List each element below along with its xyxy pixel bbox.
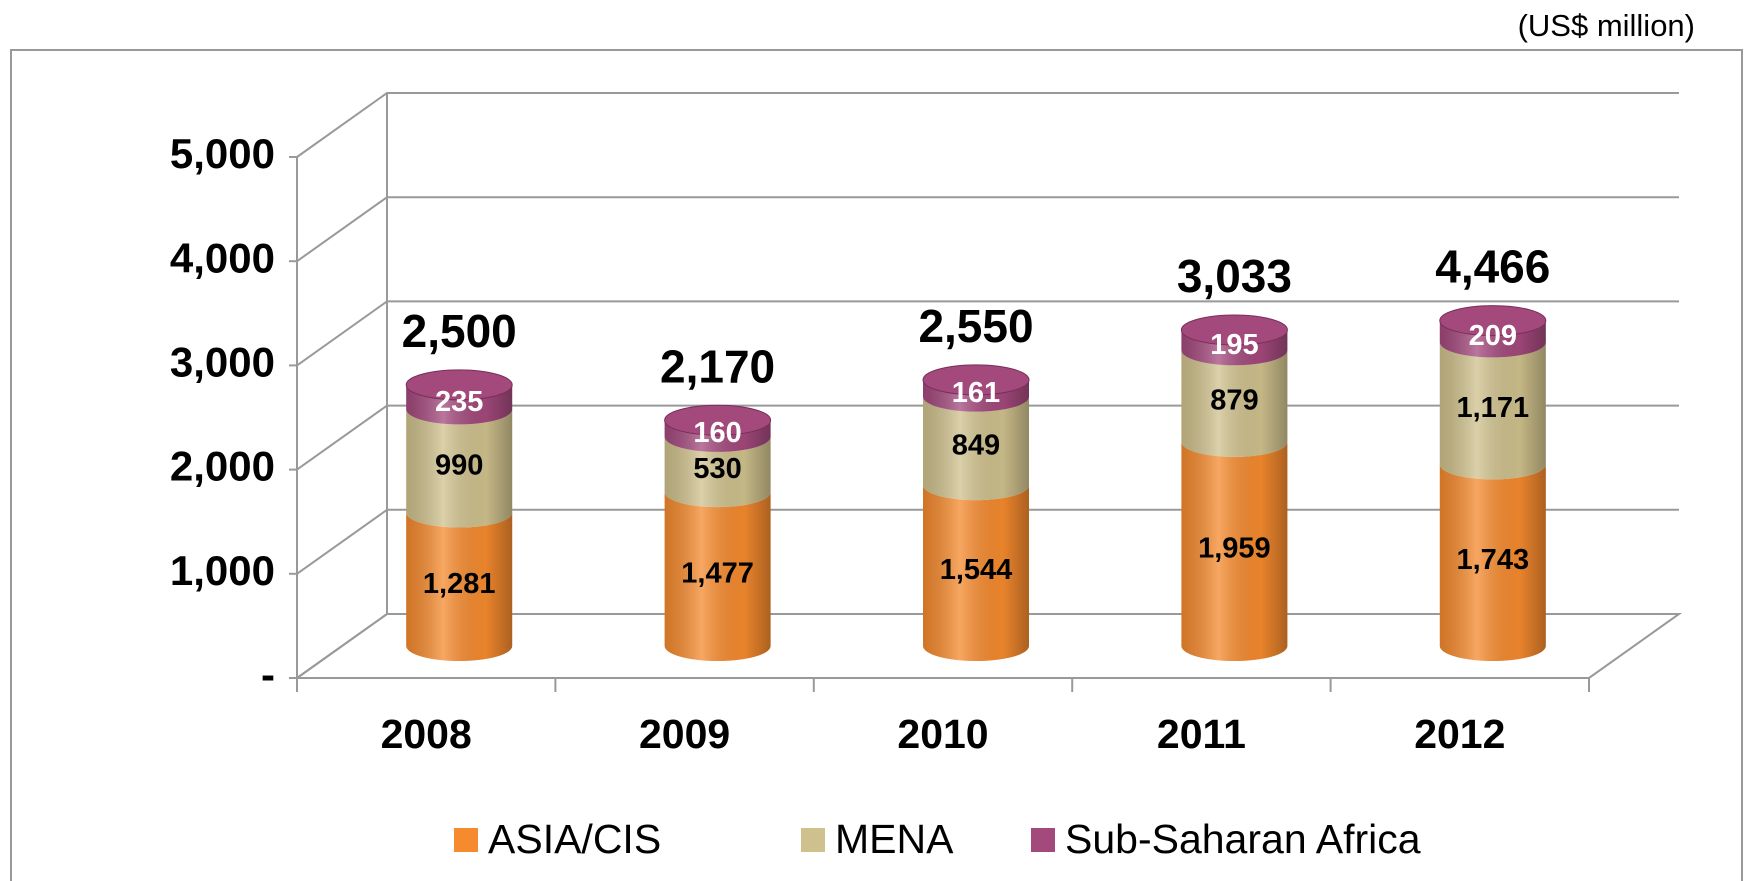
bar-shading <box>1439 464 1546 662</box>
total-label: 2,500 <box>402 305 517 357</box>
bar-shading <box>923 396 1029 501</box>
data-label: 160 <box>693 417 741 449</box>
bar-shading <box>923 379 1029 412</box>
bar-shading <box>406 409 513 528</box>
data-label: 990 <box>435 450 483 482</box>
unit-label: (US$ million) <box>1518 8 1695 43</box>
y-tick-label: 2,000 <box>170 443 275 490</box>
x-tick-label: 2009 <box>639 711 730 757</box>
bar-shading <box>664 420 771 452</box>
x-tick-label: 2012 <box>1414 711 1505 757</box>
y-tick-label: 5,000 <box>170 130 275 177</box>
data-label: 161 <box>952 377 1000 409</box>
data-label: 1,959 <box>1198 533 1271 565</box>
data-label: 195 <box>1210 329 1258 361</box>
data-label: 879 <box>1210 385 1258 417</box>
grid-line <box>296 300 1679 367</box>
bar-shading <box>1439 320 1546 358</box>
bar-shading <box>923 485 1029 661</box>
x-tick-label: 2011 <box>1157 711 1246 757</box>
grid-line <box>296 92 1679 158</box>
bar-cap <box>922 364 1030 396</box>
legend-label: MENA <box>835 816 954 862</box>
x-tick-label: 2010 <box>897 711 988 757</box>
y-tick-label: 4,000 <box>170 234 275 281</box>
data-label: 849 <box>952 430 1000 462</box>
legend-swatch <box>1031 828 1055 852</box>
bar-cap <box>1439 305 1547 337</box>
bar-shading <box>664 492 771 662</box>
bar-shading <box>1181 350 1288 457</box>
bar-shading <box>1181 329 1288 366</box>
grid-line <box>296 196 1679 263</box>
bar-shading <box>664 436 771 508</box>
data-label: 1,544 <box>940 554 1013 586</box>
data-label: 1,477 <box>681 558 754 590</box>
legend-label: ASIA/CIS <box>488 816 661 862</box>
data-label: 530 <box>693 453 741 485</box>
x-tick-label: 2008 <box>381 711 472 757</box>
data-label: 209 <box>1469 320 1517 352</box>
y-tick-label: 3,000 <box>170 338 275 385</box>
data-label: 1,743 <box>1457 544 1530 576</box>
bar-shading <box>406 384 513 425</box>
legend-swatch <box>454 828 478 852</box>
bar-cap <box>405 369 513 401</box>
total-label: 4,466 <box>1435 241 1550 293</box>
data-label: 1,171 <box>1457 392 1530 424</box>
chart-frame <box>10 49 1743 881</box>
bar-cap <box>1180 314 1288 346</box>
y-tick-label: - <box>261 651 275 698</box>
data-label: 235 <box>435 386 483 418</box>
bar-shading <box>1439 342 1546 480</box>
y-tick-label: 1,000 <box>170 547 275 594</box>
total-label: 3,033 <box>1177 250 1292 302</box>
total-label: 2,170 <box>660 340 775 392</box>
bar-shading <box>406 512 513 662</box>
total-label: 2,550 <box>918 300 1033 352</box>
bar-cap <box>664 404 772 436</box>
legend-label: Sub-Saharan Africa <box>1065 816 1421 862</box>
legend-swatch <box>801 828 825 852</box>
bar-shading <box>1181 441 1288 662</box>
data-label: 1,281 <box>423 568 496 600</box>
